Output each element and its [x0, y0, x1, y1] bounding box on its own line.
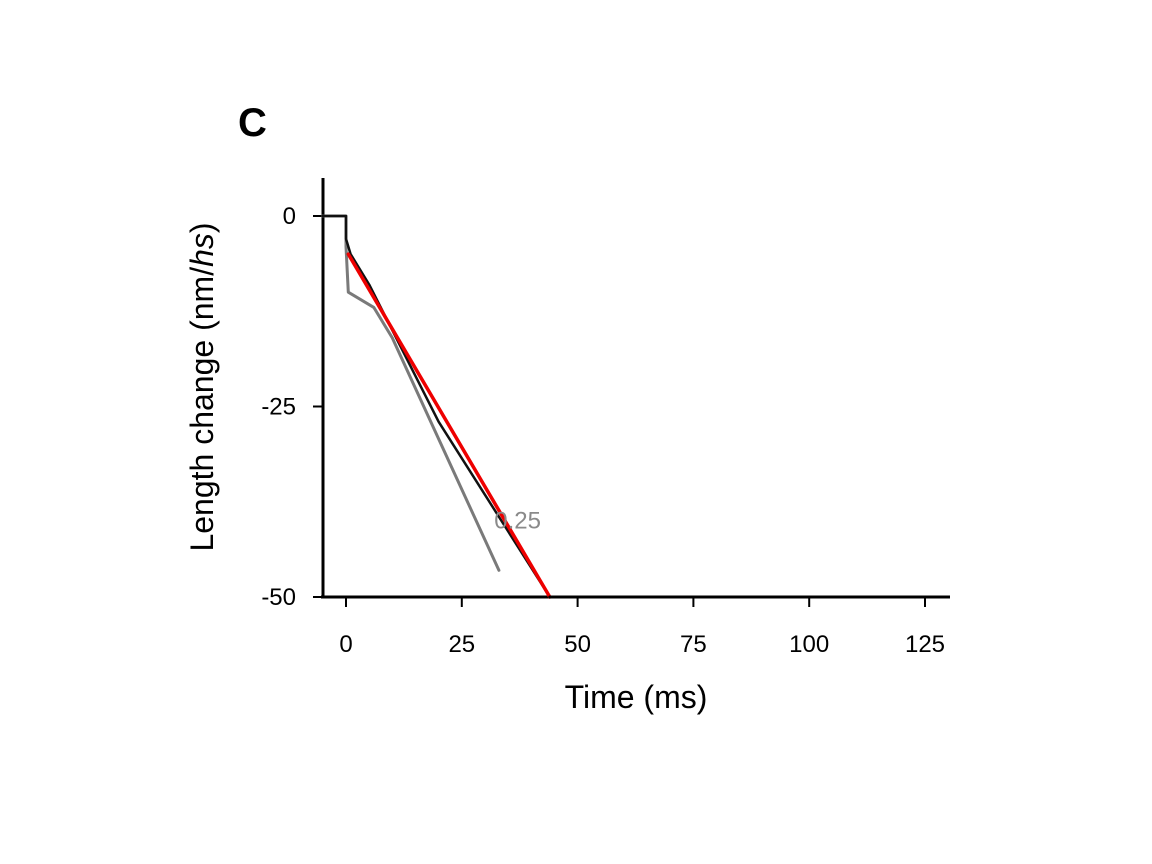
annotation-label: 0.25 — [494, 507, 541, 534]
x-tick-label: 25 — [448, 631, 475, 658]
y-tick-label: -25 — [261, 394, 296, 421]
x-axis-title: Time (ms) — [565, 679, 708, 715]
y-axis-title: Length change (nm/hs) — [184, 222, 220, 551]
x-tick-label: 75 — [680, 631, 707, 658]
y-axis-title-italic: hs — [184, 233, 220, 267]
series-line-black — [321, 214, 552, 599]
y-tick-label: -50 — [261, 584, 296, 611]
y-axis-title-suffix: ) — [184, 222, 220, 233]
series-line-gray — [321, 214, 501, 572]
y-axis-title-prefix: Length change (nm/ — [184, 267, 220, 552]
fit-line-red — [346, 252, 552, 599]
x-tick-label: 125 — [905, 631, 945, 658]
panel-letter: C — [238, 101, 267, 145]
x-ticks: 0 25 50 75 100 125 — [339, 597, 945, 658]
y-tick-label: 0 — [283, 203, 296, 230]
x-tick-label: 0 — [339, 631, 352, 658]
y-ticks: 0 -25 -50 — [261, 203, 323, 611]
plot-area: 0 25 50 75 100 125 0 -25 -50 0.25 — [261, 178, 950, 658]
x-tick-label: 100 — [789, 631, 829, 658]
annotations: 0.25 — [494, 507, 541, 534]
x-tick-label: 50 — [564, 631, 591, 658]
series-layer — [321, 214, 950, 599]
